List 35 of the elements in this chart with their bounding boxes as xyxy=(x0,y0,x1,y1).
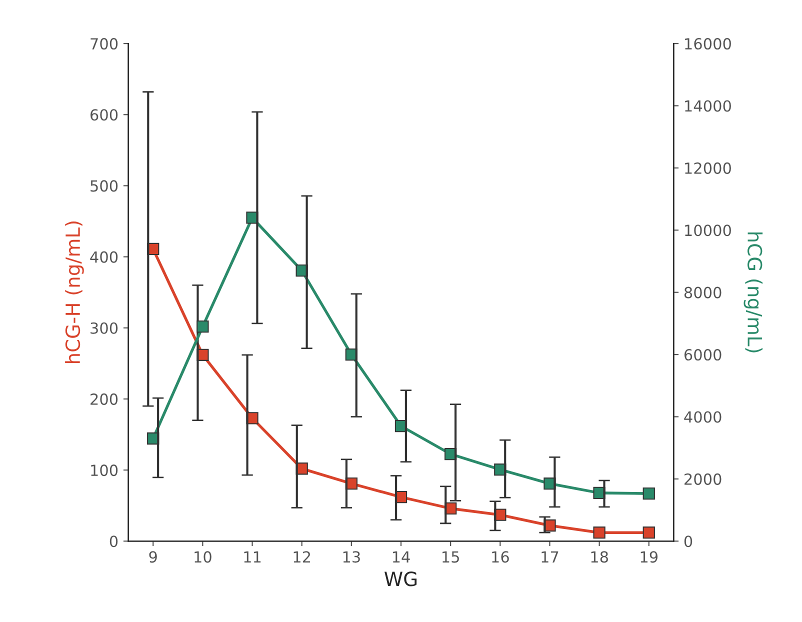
point xyxy=(642,487,655,500)
x-tick-label: 11 xyxy=(244,551,261,562)
x-axis-title: WG xyxy=(384,572,417,586)
x-tick-label: 15 xyxy=(442,551,459,563)
x-tick-label: 9 xyxy=(149,551,157,563)
x-tick-label: 16 xyxy=(492,551,509,563)
y-tick-label: 500 xyxy=(90,180,118,192)
y-tick-label: 100 xyxy=(91,464,118,476)
y2-tick-label: 0 xyxy=(684,536,692,548)
point xyxy=(593,526,606,539)
y2-tick-label: 14000 xyxy=(685,100,731,112)
y-tick-label: 300 xyxy=(90,322,118,334)
x-tick-label: 18 xyxy=(591,551,608,563)
x-tick-label: 12 xyxy=(294,551,310,562)
y2-tick-label: 4000 xyxy=(684,411,722,423)
y2-tick-label: 12000 xyxy=(685,162,731,174)
y-tick-label: 0 xyxy=(110,536,118,548)
x-tick-label: 17 xyxy=(542,551,558,562)
y2-axis-title: hCG (ng/mL) xyxy=(744,232,763,352)
point xyxy=(196,320,209,333)
y-tick-label: 200 xyxy=(90,393,118,405)
y-axis-title: hCG-H (ng/mL) xyxy=(65,222,84,364)
point xyxy=(642,526,655,539)
y2-tick-label: 8000 xyxy=(684,286,722,298)
y2-tick-label: 6000 xyxy=(684,349,722,361)
x-tick-label: 19 xyxy=(640,551,658,563)
y2-tick-label: 10000 xyxy=(685,224,731,236)
x-tick-label: 10 xyxy=(194,551,212,563)
x-tick-label: 14 xyxy=(392,551,410,562)
y-tick-label: 700 xyxy=(90,38,118,50)
y2-tick-label: 2000 xyxy=(684,473,722,485)
y-tick-label: 600 xyxy=(90,109,118,121)
y-tick-label: 400 xyxy=(90,251,118,263)
x-tick-label: 13 xyxy=(343,551,360,563)
y2-tick-label: 16000 xyxy=(685,38,731,50)
